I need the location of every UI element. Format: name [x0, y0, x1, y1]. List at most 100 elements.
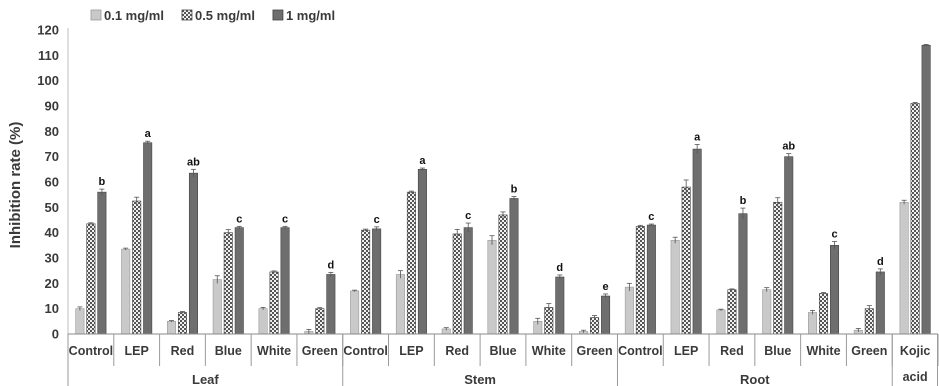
bar: [326, 274, 336, 335]
x-tick-label: LEP: [399, 344, 423, 358]
bar: [590, 317, 600, 335]
bar: [269, 271, 279, 335]
category-5: d: [304, 259, 336, 335]
significance-label: d: [327, 259, 334, 271]
x-tick-label: Green: [851, 344, 887, 358]
bar: [417, 169, 427, 335]
bar: [188, 172, 198, 335]
bar: [498, 214, 508, 335]
bar: [350, 290, 360, 335]
bar: [97, 191, 107, 335]
x-tick-label: LEP: [674, 344, 698, 358]
bar: [406, 191, 416, 335]
legend-swatch: [90, 9, 102, 21]
category-4: c: [258, 213, 290, 335]
category-16: c: [808, 229, 840, 335]
category-10: d: [533, 262, 565, 335]
bar: [75, 308, 85, 335]
legend-label: 0.1 mg/ml: [104, 8, 164, 23]
x-tick-label: White: [257, 344, 291, 358]
x-tick-label: Red: [171, 344, 195, 358]
x-tick-label: acid: [903, 370, 928, 384]
group-label: Root: [740, 372, 770, 386]
y-tick-label: 60: [45, 175, 59, 190]
bar: [452, 233, 462, 335]
significance-label: c: [374, 214, 380, 226]
bar: [716, 309, 726, 335]
category-6: c: [350, 214, 382, 335]
x-tick-label: Kojic: [900, 344, 931, 358]
bar: [143, 142, 153, 335]
bar: [315, 308, 325, 335]
significance-label: a: [145, 128, 152, 140]
y-tick-label: 10: [45, 301, 59, 316]
bar: [635, 226, 645, 335]
bar: [395, 274, 405, 335]
bar: [601, 295, 611, 335]
x-tick-label: Red: [445, 344, 469, 358]
bar: [544, 307, 554, 335]
legend-swatch: [272, 9, 284, 21]
x-tick-label: Control: [343, 344, 387, 358]
significance-label: c: [831, 229, 837, 241]
significance-label: c: [465, 210, 471, 222]
bar: [875, 271, 885, 335]
bar: [86, 223, 96, 335]
bar: [132, 200, 142, 335]
bar: [166, 321, 176, 335]
x-tick-label: White: [807, 344, 841, 358]
significance-label: ab: [782, 141, 795, 153]
y-tick-label: 70: [45, 149, 59, 164]
x-tick-label: White: [532, 344, 566, 358]
bar: [727, 289, 737, 335]
bar: [372, 228, 382, 335]
y-tick-label: 30: [45, 251, 59, 266]
x-axis: Control LEP Red Blue White Green Control LEP Red…: [67, 333, 939, 386]
significance-label: b: [511, 183, 518, 195]
bar: [692, 148, 702, 335]
y-tick-label: 0: [52, 327, 59, 342]
significance-label: c: [648, 211, 654, 223]
bar: [921, 44, 931, 335]
category-1: a: [121, 128, 153, 335]
x-tick-label: Blue: [764, 344, 791, 358]
y-axis-ticks: 0 10 20 30 40 50 60 70 80 90 100 110 120: [37, 23, 69, 342]
bar: [361, 229, 371, 335]
category-8: c: [441, 210, 473, 335]
legend-swatch: [181, 9, 193, 21]
x-tick-label: Green: [577, 344, 613, 358]
bar: [280, 227, 290, 335]
category-14: b: [716, 195, 748, 335]
y-tick-label: 20: [45, 276, 59, 291]
bar: [234, 227, 244, 335]
legend: 0.1 mg/ml 0.5 mg/ml 1 mg/ml: [90, 8, 335, 23]
significance-label: e: [603, 281, 609, 293]
bar: [555, 276, 565, 335]
bar: [899, 201, 909, 335]
significance-label: d: [556, 262, 563, 274]
bar: [819, 293, 829, 335]
bar: [223, 232, 233, 335]
bar: [738, 213, 748, 335]
category-12: c: [624, 211, 656, 335]
bar: [487, 239, 497, 335]
bar: [509, 198, 519, 335]
x-tick-label: Red: [720, 344, 744, 358]
x-tick-label: Control: [618, 344, 662, 358]
significance-label: a: [694, 132, 701, 144]
category-15: ab: [762, 141, 795, 335]
y-tick-label: 100: [37, 73, 59, 88]
bar: [258, 308, 268, 335]
x-tick-label: LEP: [125, 344, 149, 358]
bar: [762, 289, 772, 335]
bar: [177, 312, 187, 335]
bar: [670, 239, 680, 335]
group-label: Leaf: [192, 372, 219, 386]
legend-label: 0.5 mg/ml: [195, 8, 255, 23]
y-tick-label: 90: [45, 99, 59, 114]
category-9: b: [487, 183, 519, 335]
y-tick-label: 120: [37, 23, 59, 38]
y-tick-label: 50: [45, 200, 59, 215]
category-11: e: [579, 281, 611, 335]
